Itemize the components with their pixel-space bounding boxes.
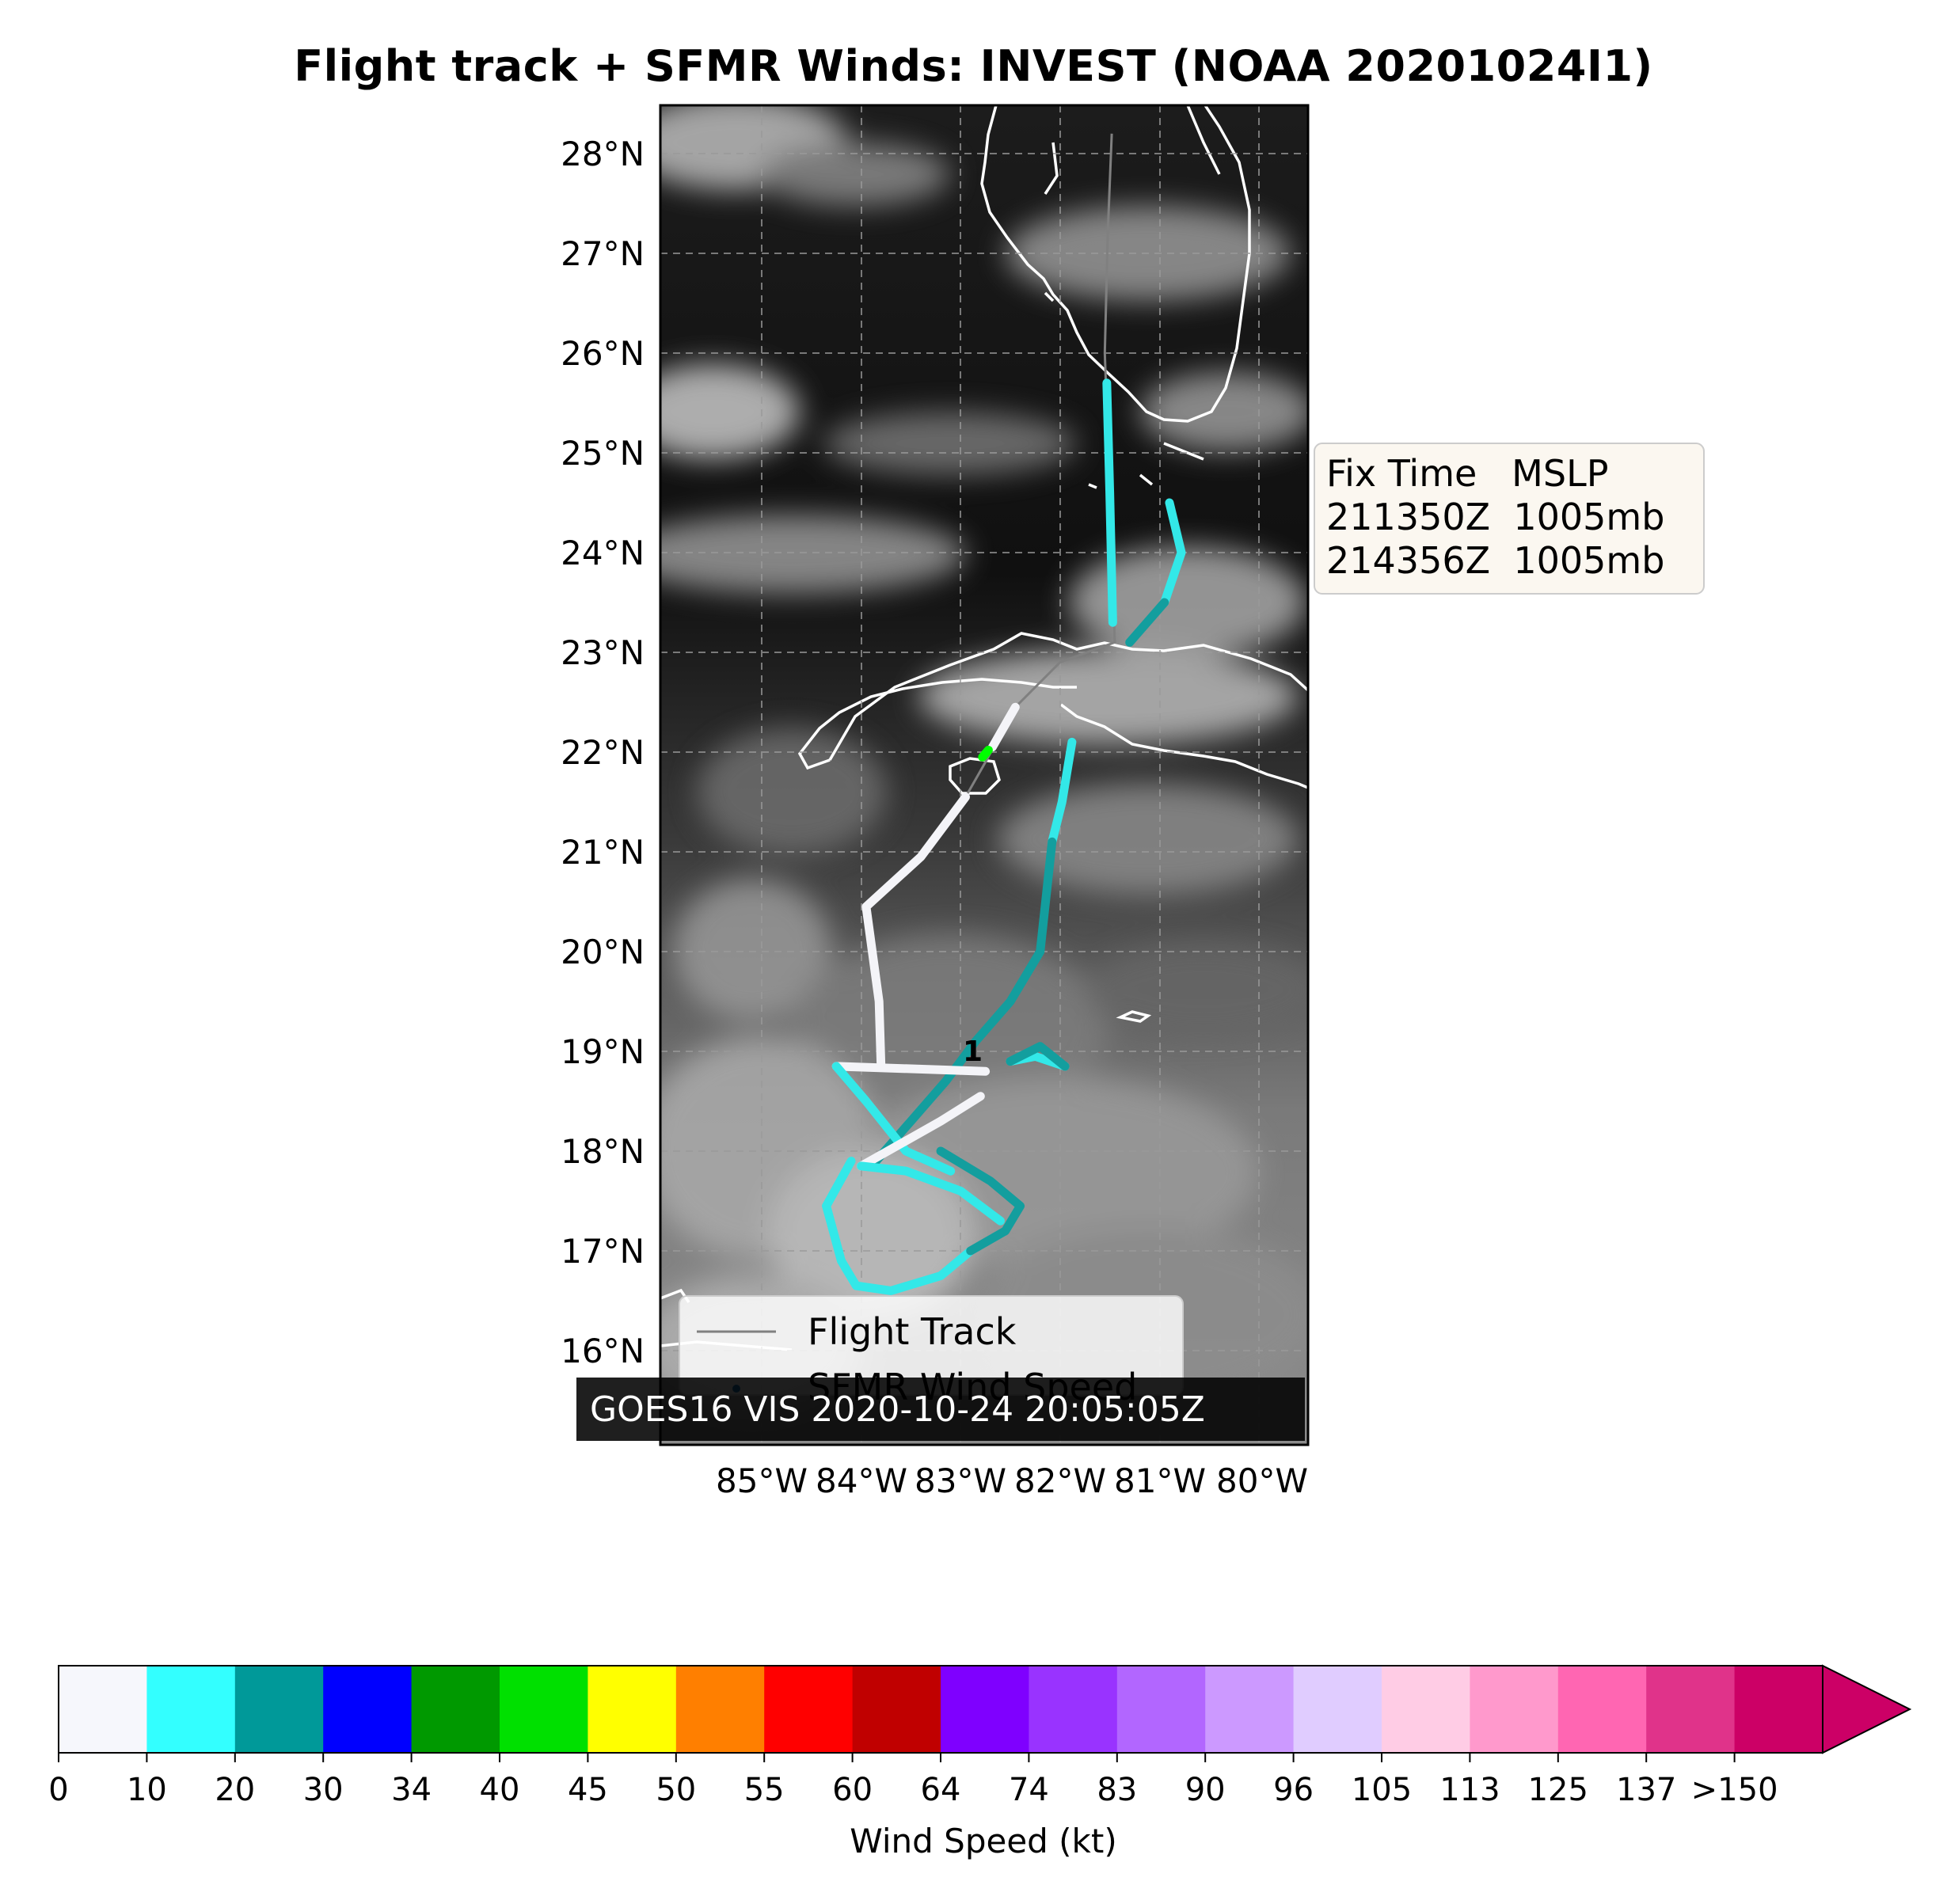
- lat-label: 16°N: [561, 1332, 645, 1370]
- lat-label: 20°N: [561, 933, 645, 971]
- sfmr-wind-layer: [822, 378, 1186, 1295]
- colorbar-tick-label: 20: [215, 1772, 255, 1808]
- colorbar-tick-label: >150: [1691, 1772, 1778, 1808]
- colorbar-swatch: [1646, 1666, 1736, 1753]
- center-fix-marker: 1: [963, 1036, 983, 1068]
- colorbar-swatch: [852, 1666, 941, 1753]
- longitude-labels: 85°W 84°W 83°W 82°W 81°W 80°W: [716, 1461, 1308, 1500]
- colorbar-swatch: [675, 1666, 765, 1753]
- colorbar-tick-label: 10: [127, 1772, 167, 1808]
- colorbar-tick-label: 55: [744, 1772, 785, 1808]
- colorbar-tick-label: 64: [921, 1772, 961, 1808]
- colorbar-title: Wind Speed (kt): [850, 1822, 1116, 1860]
- colorbar-tick-label: 90: [1185, 1772, 1226, 1808]
- colorbar: 0 10 20 30 34 40 45 50 55 60 64 74 83 90 96 105 113 125 13…: [48, 1664, 1912, 1808]
- colorbar-swatch: [234, 1666, 324, 1753]
- lon-label: 82°W: [1014, 1461, 1106, 1500]
- colorbar-tick-label: 96: [1273, 1772, 1314, 1808]
- image-time-label: GOES16 VIS 2020-10-24 20:05:05Z: [576, 1378, 1305, 1441]
- colorbar-swatch: [588, 1666, 677, 1753]
- colorbar-swatch: [1029, 1666, 1118, 1753]
- fix-box-row: 214356Z 1005mb: [1326, 539, 1664, 582]
- colorbar-swatch: [1734, 1666, 1823, 1753]
- lon-label: 84°W: [816, 1461, 907, 1500]
- lat-label: 22°N: [561, 733, 645, 772]
- lat-label: 24°N: [561, 534, 645, 572]
- colorbar-tick-label: 74: [1009, 1772, 1049, 1808]
- colorbar-tick-label: 83: [1097, 1772, 1137, 1808]
- fix-info-box: Fix Time MSLP 211350Z 1005mb 214356Z 100…: [1314, 443, 1705, 595]
- sfmr-wind-segment: [1048, 737, 1077, 846]
- sfmr-wind-segment: [857, 1161, 1005, 1226]
- latitude-labels: 28°N 27°N 26°N 25°N 24°N 23°N 22°N 21°N …: [561, 135, 645, 1370]
- sfmr-wind-segment: [857, 1092, 985, 1171]
- sfmr-wind-segment: [1102, 378, 1117, 627]
- fix-box-row: 211350Z 1005mb: [1326, 496, 1664, 538]
- sfmr-wind-segment: [1006, 1042, 1070, 1071]
- colorbar-tick-label: 125: [1528, 1772, 1588, 1808]
- chart-title: Flight track + SFMR Winds: INVEST (NOAA …: [294, 41, 1653, 91]
- sfmr-wind-segment: [861, 792, 970, 1071]
- colorbar-tick-label: 137: [1616, 1772, 1676, 1808]
- lon-label: 80°W: [1216, 1461, 1308, 1500]
- colorbar-swatch: [59, 1666, 147, 1753]
- map-frame: [659, 104, 1310, 1446]
- colorbar-swatch: [764, 1666, 854, 1753]
- legend-track-label: Flight Track: [808, 1310, 1017, 1353]
- colorbar-swatch: [146, 1666, 236, 1753]
- colorbar-swatch: [411, 1666, 500, 1753]
- lon-label: 85°W: [716, 1461, 808, 1500]
- colorbar-tick-label: 113: [1439, 1772, 1500, 1808]
- colorbar-swatch: [500, 1666, 588, 1753]
- colorbar-tick-label: 34: [391, 1772, 432, 1808]
- colorbar-swatch: [1470, 1666, 1559, 1753]
- lat-label: 23°N: [561, 633, 645, 672]
- sfmr-wind-segment: [822, 1157, 856, 1210]
- lon-label: 81°W: [1114, 1461, 1206, 1500]
- lat-label: 28°N: [561, 135, 645, 173]
- lat-label: 19°N: [561, 1032, 645, 1071]
- colorbar-tick-label: 60: [832, 1772, 873, 1808]
- colorbar-swatch: [1557, 1666, 1647, 1753]
- colorbar-tick-label: 45: [568, 1772, 608, 1808]
- colorbar-swatch: [1382, 1666, 1470, 1753]
- colorbar-tick-label: 40: [480, 1772, 520, 1808]
- colorbar-tick-label: 105: [1352, 1772, 1412, 1808]
- lat-label: 21°N: [561, 833, 645, 872]
- lon-label: 83°W: [915, 1461, 1006, 1500]
- fix-box-header: Fix Time MSLP: [1326, 452, 1608, 495]
- svg-text:GOES16 VIS 2020-10-24 20:05:05: GOES16 VIS 2020-10-24 20:05:05Z: [590, 1389, 1205, 1430]
- lat-label: 26°N: [561, 334, 645, 373]
- colorbar-tick-label: 0: [48, 1772, 68, 1808]
- satellite-background: [660, 105, 1308, 1445]
- lat-label: 27°N: [561, 234, 645, 273]
- colorbar-swatch: [1293, 1666, 1382, 1753]
- sfmr-wind-segment: [978, 745, 993, 762]
- sfmr-wind-segment: [987, 702, 1020, 752]
- sfmr-wind-segment: [822, 1201, 975, 1295]
- colorbar-swatch: [941, 1666, 1029, 1753]
- sfmr-wind-segment: [1160, 498, 1186, 607]
- lat-label: 18°N: [561, 1132, 645, 1171]
- colorbar-tick-label: 50: [656, 1772, 696, 1808]
- colorbar-tick-label: 30: [303, 1772, 344, 1808]
- colorbar-swatch: [1116, 1666, 1206, 1753]
- lat-label: 25°N: [561, 434, 645, 473]
- colorbar-swatch: [323, 1666, 413, 1753]
- sfmr-wind-segment: [871, 837, 1057, 1166]
- colorbar-swatch: [1205, 1666, 1295, 1753]
- sfmr-wind-segment: [831, 1062, 956, 1176]
- sfmr-wind-segment: [1125, 598, 1169, 647]
- sfmr-wind-segment: [936, 1146, 1025, 1256]
- sfmr-wind-segment: [831, 1062, 991, 1076]
- lat-label: 17°N: [561, 1232, 645, 1271]
- colorbar-extend-arrow: [1822, 1664, 1912, 1754]
